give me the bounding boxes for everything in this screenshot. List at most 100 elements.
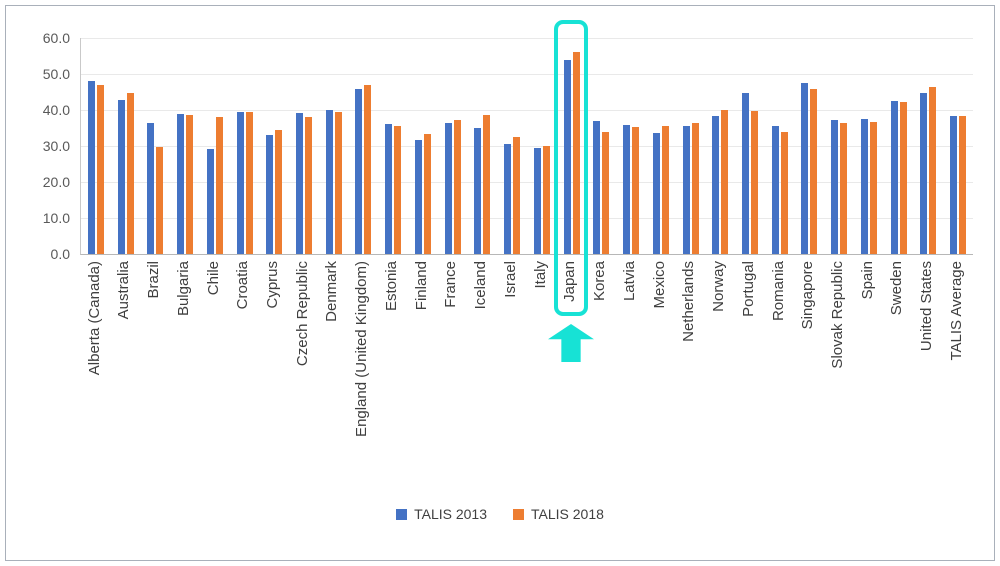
category-label: Romania xyxy=(769,261,787,322)
bar-group xyxy=(81,38,111,254)
bar-talis-2018 xyxy=(215,116,223,254)
category-label-slot: Norway xyxy=(704,261,734,312)
bar-talis-2018 xyxy=(780,132,788,254)
category-label-slot: Australia xyxy=(110,261,140,319)
bar-talis-2013 xyxy=(87,80,95,254)
bar-talis-2018 xyxy=(602,131,610,254)
category-label-slot: Estonia xyxy=(377,261,407,311)
plot-area xyxy=(80,38,973,255)
category-label: Chile xyxy=(204,261,222,296)
legend: TALIS 2013 TALIS 2018 xyxy=(24,506,976,522)
category-label: Denmark xyxy=(323,261,341,322)
category-label-slot: Czech Republic xyxy=(288,261,318,366)
legend-label: TALIS 2013 xyxy=(414,506,487,522)
category-label-slot: Brazil xyxy=(139,261,169,299)
bar-talis-2018 xyxy=(751,111,759,254)
bar-talis-2013 xyxy=(742,93,750,254)
bar-talis-2018 xyxy=(721,110,729,254)
bar-talis-2013 xyxy=(860,119,868,254)
category-label-slot: Spain xyxy=(853,261,883,299)
category-label-slot: Denmark xyxy=(318,261,348,322)
category-label-slot: Bulgaria xyxy=(169,261,199,316)
legend-swatch xyxy=(513,508,524,520)
category-label-slot: TALIS Average xyxy=(942,261,972,361)
bar-group xyxy=(527,38,557,254)
bar-groups xyxy=(81,38,973,254)
category-label: France xyxy=(442,261,460,308)
category-label: Netherlands xyxy=(680,261,698,342)
bar-group xyxy=(230,38,260,254)
category-label-slot: Iceland xyxy=(467,261,497,309)
category-label-slot: Mexico xyxy=(645,261,675,309)
bar-group xyxy=(854,38,884,254)
category-label: Israel xyxy=(501,261,519,298)
bar-talis-2013 xyxy=(593,120,601,254)
bar-group xyxy=(170,38,200,254)
bar-talis-2018 xyxy=(275,130,283,254)
bar-talis-2018 xyxy=(305,117,312,254)
bar-group xyxy=(468,38,498,254)
bar-talis-2018 xyxy=(245,112,253,254)
category-label-slot: England (United Kingdom) xyxy=(348,261,378,437)
category-label: Alberta (Canada) xyxy=(85,261,103,376)
bar-talis-2013 xyxy=(563,60,571,254)
bar-talis-2018 xyxy=(186,115,194,254)
bar-group xyxy=(586,38,616,254)
category-label: Singapore xyxy=(799,261,817,330)
bar-talis-2018 xyxy=(542,146,550,254)
bar-talis-2018 xyxy=(899,101,907,254)
bar-talis-2013 xyxy=(474,128,482,254)
bar-talis-2013 xyxy=(652,133,660,254)
bar-group xyxy=(111,38,141,254)
y-axis-label: 50.0 xyxy=(42,66,70,82)
bar-talis-2013 xyxy=(712,116,720,254)
bar-talis-2018 xyxy=(96,84,104,254)
category-label: Iceland xyxy=(472,261,490,310)
bar-group xyxy=(438,38,468,254)
category-label: Brazil xyxy=(145,261,163,299)
bar-talis-2013 xyxy=(504,143,512,254)
category-label: Croatia xyxy=(234,261,252,310)
bar-group xyxy=(705,38,735,254)
category-label-slot: Latvia xyxy=(615,261,645,301)
highlight-box xyxy=(554,20,588,316)
bar-talis-2018 xyxy=(126,92,134,254)
category-label-slot: Sweden xyxy=(883,261,913,315)
category-label: TALIS Average xyxy=(947,261,965,361)
bar-talis-2018 xyxy=(691,123,699,254)
y-axis-label: 30.0 xyxy=(42,138,70,154)
category-label-slot: Romania xyxy=(764,261,794,321)
bar-talis-2013 xyxy=(771,126,779,254)
bar-talis-2018 xyxy=(572,52,580,254)
bar-talis-2018 xyxy=(810,88,818,254)
legend-swatch xyxy=(396,508,408,520)
category-label: Australia xyxy=(115,261,133,320)
category-label-slot: Alberta (Canada) xyxy=(80,261,110,375)
category-label: Czech Republic xyxy=(293,261,311,367)
category-label-slot: Chile xyxy=(199,261,229,295)
bar-talis-2018 xyxy=(959,115,967,254)
category-label: Norway xyxy=(710,261,728,312)
bar-talis-2013 xyxy=(266,134,274,254)
category-label: Slovak Republic xyxy=(828,261,846,369)
category-label: England (United Kingdom) xyxy=(353,261,371,437)
bar-talis-2013 xyxy=(444,122,452,254)
bar-talis-2018 xyxy=(453,119,461,254)
bar-talis-2013 xyxy=(147,122,155,254)
legend-label: TALIS 2018 xyxy=(531,506,604,522)
category-label: Korea xyxy=(591,261,609,302)
bar-talis-2013 xyxy=(920,92,928,254)
bar-group xyxy=(557,38,587,254)
y-axis-label: 60.0 xyxy=(42,30,70,46)
bar-talis-2018 xyxy=(929,87,937,254)
bar-talis-2013 xyxy=(236,111,244,254)
category-label-slot: Italy xyxy=(526,261,556,289)
category-label: Mexico xyxy=(650,261,668,309)
category-label: Bulgaria xyxy=(174,261,192,317)
bar-talis-2013 xyxy=(296,112,303,254)
y-axis-label: 40.0 xyxy=(42,102,70,118)
bar-group xyxy=(259,38,289,254)
bar-talis-2018 xyxy=(661,125,669,254)
bar-group xyxy=(616,38,646,254)
